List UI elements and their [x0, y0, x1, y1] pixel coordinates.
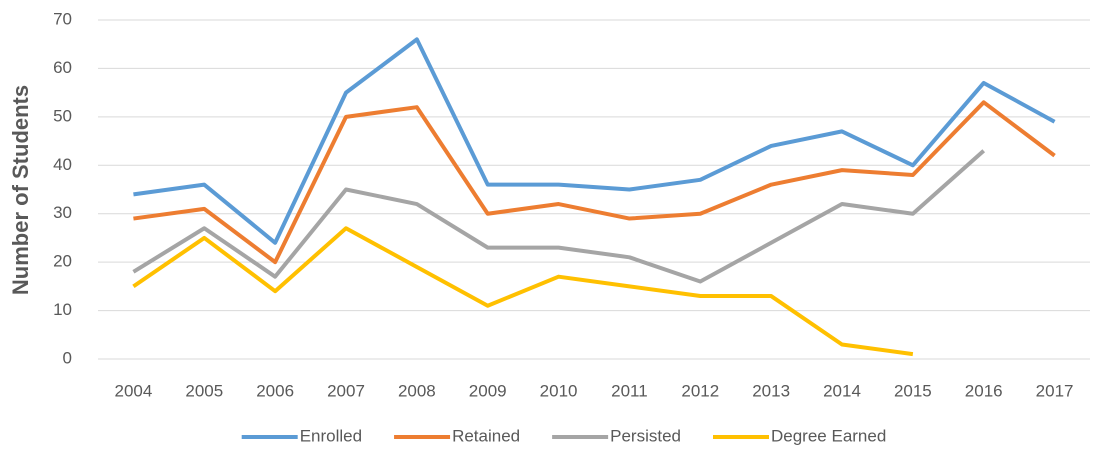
y-axis-label: Number of Students: [8, 85, 33, 295]
x-tick-label: 2012: [681, 381, 719, 400]
x-tick-label: 2005: [185, 381, 223, 400]
x-tick-label: 2008: [398, 381, 436, 400]
x-tick-label: 2010: [540, 381, 578, 400]
y-tick-label: 40: [53, 155, 72, 174]
legend-label: Degree Earned: [771, 426, 886, 445]
legend-label: Enrolled: [300, 426, 362, 445]
y-tick-label: 10: [53, 300, 72, 319]
x-tick-label: 2007: [327, 381, 365, 400]
y-tick-label: 0: [63, 348, 72, 367]
legend-label: Persisted: [610, 426, 681, 445]
x-tick-label: 2006: [256, 381, 294, 400]
y-tick-label: 60: [53, 58, 72, 77]
x-tick-label: 2017: [1036, 381, 1074, 400]
series-line: [133, 100, 1056, 265]
y-tick-label: 50: [53, 106, 72, 125]
series-line: [132, 226, 914, 357]
y-tick-label: 30: [53, 203, 72, 222]
x-tick-label: 2014: [823, 381, 861, 400]
series-line: [132, 149, 986, 284]
x-tick-label: 2009: [469, 381, 507, 400]
y-tick-label: 20: [53, 252, 72, 271]
y-tick-label: 70: [53, 9, 72, 28]
x-tick-label: 2015: [894, 381, 932, 400]
x-tick-label: 2013: [752, 381, 790, 400]
x-tick-label: 2004: [115, 381, 153, 400]
x-tick-label: 2011: [611, 381, 648, 400]
x-tick-label: 2016: [965, 381, 1003, 400]
legend-label: Retained: [452, 426, 520, 445]
series-line: [133, 37, 1056, 245]
